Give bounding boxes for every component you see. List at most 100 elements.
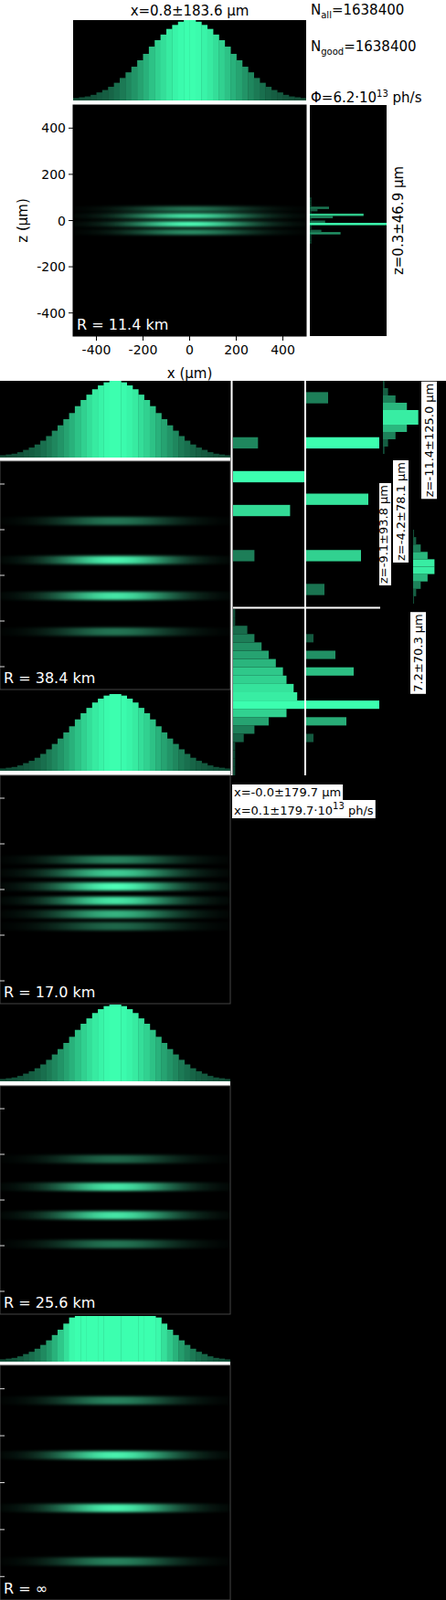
histogram-bar xyxy=(233,381,234,393)
histogram-bar xyxy=(29,1352,36,1363)
side-histogram xyxy=(413,530,437,605)
histogram-bar xyxy=(29,1072,36,1083)
histogram-bar xyxy=(254,77,261,101)
histogram-bar xyxy=(11,1078,19,1083)
histogram-bar xyxy=(34,1069,42,1083)
histogram-bar xyxy=(190,758,197,772)
subscript: good xyxy=(320,46,344,57)
tick-label: 400 xyxy=(270,342,296,358)
histogram-bar xyxy=(160,419,168,458)
histogram-bar xyxy=(306,626,308,635)
tick xyxy=(282,336,284,341)
histogram-bar xyxy=(309,241,312,245)
histogram-bar xyxy=(233,448,234,460)
histogram-bar xyxy=(382,381,385,389)
histogram-bar xyxy=(224,1079,231,1083)
tick-label: 200 xyxy=(41,167,66,182)
histogram-area xyxy=(0,1316,231,1363)
text-part: =1638400 xyxy=(331,1,404,19)
histogram-bar xyxy=(184,441,192,458)
stat: Nall=1638400 xyxy=(310,1,404,21)
histogram-bar xyxy=(306,709,308,718)
image-panel: -400-2000200400-400-2000200400x (µm)z (µ… xyxy=(14,1,423,383)
text-part: x=0.1±179.7·10 xyxy=(233,804,333,818)
histogram-bar xyxy=(283,95,290,101)
histogram-bar xyxy=(172,744,180,772)
histogram-bar xyxy=(233,494,234,506)
histogram-bar xyxy=(34,758,42,772)
tick xyxy=(0,981,5,983)
histogram-bar xyxy=(149,720,157,772)
background xyxy=(0,0,446,382)
fringe xyxy=(0,627,231,637)
histogram-bar xyxy=(276,92,284,101)
histogram-bar xyxy=(69,413,76,458)
histogram-bar xyxy=(92,389,99,458)
histogram-bar xyxy=(167,1330,174,1363)
histogram-bar xyxy=(11,767,19,772)
histogram-bar xyxy=(230,53,237,101)
histogram-bar xyxy=(233,562,234,574)
tick xyxy=(0,1292,5,1294)
histogram-bar xyxy=(233,743,235,752)
x-histogram xyxy=(73,20,307,101)
histogram-bar xyxy=(309,232,341,235)
histogram-bar xyxy=(0,455,7,458)
histogram-bar xyxy=(195,21,202,101)
histogram-bar xyxy=(155,1318,162,1363)
image-frame xyxy=(0,1086,231,1316)
histogram-bar xyxy=(207,452,214,458)
histogram-bar xyxy=(233,725,255,734)
histogram-bar xyxy=(294,96,301,101)
histogram-bar xyxy=(138,1316,145,1363)
histogram-bar xyxy=(306,751,308,760)
histogram-bar xyxy=(201,764,209,772)
histogram-bar xyxy=(306,617,308,627)
histogram-bar xyxy=(306,759,308,768)
histogram-bar xyxy=(17,1357,24,1363)
fringe xyxy=(0,1558,231,1567)
histogram-bar xyxy=(172,1055,180,1083)
histogram-bar xyxy=(233,437,258,449)
histogram-bar xyxy=(306,634,314,643)
text-part: Φ=6.2·10 xyxy=(310,89,377,107)
histogram-bar xyxy=(413,552,428,560)
side-histogram xyxy=(306,381,380,607)
histogram-bar xyxy=(11,454,19,458)
histogram-bar xyxy=(132,702,139,772)
histogram-bar xyxy=(160,732,168,772)
annotation: R = 25.6 km xyxy=(3,1295,96,1313)
histogram-bar xyxy=(300,97,307,101)
histogram-bar xyxy=(143,53,150,101)
histogram-area xyxy=(306,609,380,776)
histogram-bar xyxy=(160,1043,168,1083)
histogram-bar xyxy=(63,1043,70,1083)
histogram-bar xyxy=(96,92,104,101)
histogram-area xyxy=(0,381,231,458)
histogram-bar xyxy=(233,482,234,494)
image-frame xyxy=(0,461,231,691)
histogram-bar xyxy=(127,1009,134,1083)
histogram-bar xyxy=(306,651,336,660)
histogram-bar xyxy=(382,439,389,447)
histogram-bar xyxy=(212,1359,220,1363)
histogram-bar xyxy=(306,676,308,685)
histogram-bar xyxy=(86,394,94,458)
histogram-bar xyxy=(224,455,231,458)
histogram-bar xyxy=(86,1019,94,1083)
histogram-bar xyxy=(102,90,109,101)
histogram-bar xyxy=(144,400,151,458)
histogram-bar xyxy=(309,223,387,226)
fringe xyxy=(0,592,231,601)
histogram-bar xyxy=(132,389,139,458)
histogram-bar xyxy=(306,659,308,669)
histogram-bar xyxy=(413,544,421,553)
tick-label: -200 xyxy=(128,342,159,358)
histogram-bar xyxy=(233,459,234,471)
histogram-bar xyxy=(382,424,407,433)
tick xyxy=(0,484,5,486)
histogram-bar xyxy=(233,767,235,776)
tick xyxy=(68,127,74,129)
histogram-bars xyxy=(306,392,380,595)
image-panel: R = 38.4 km xyxy=(0,381,231,691)
